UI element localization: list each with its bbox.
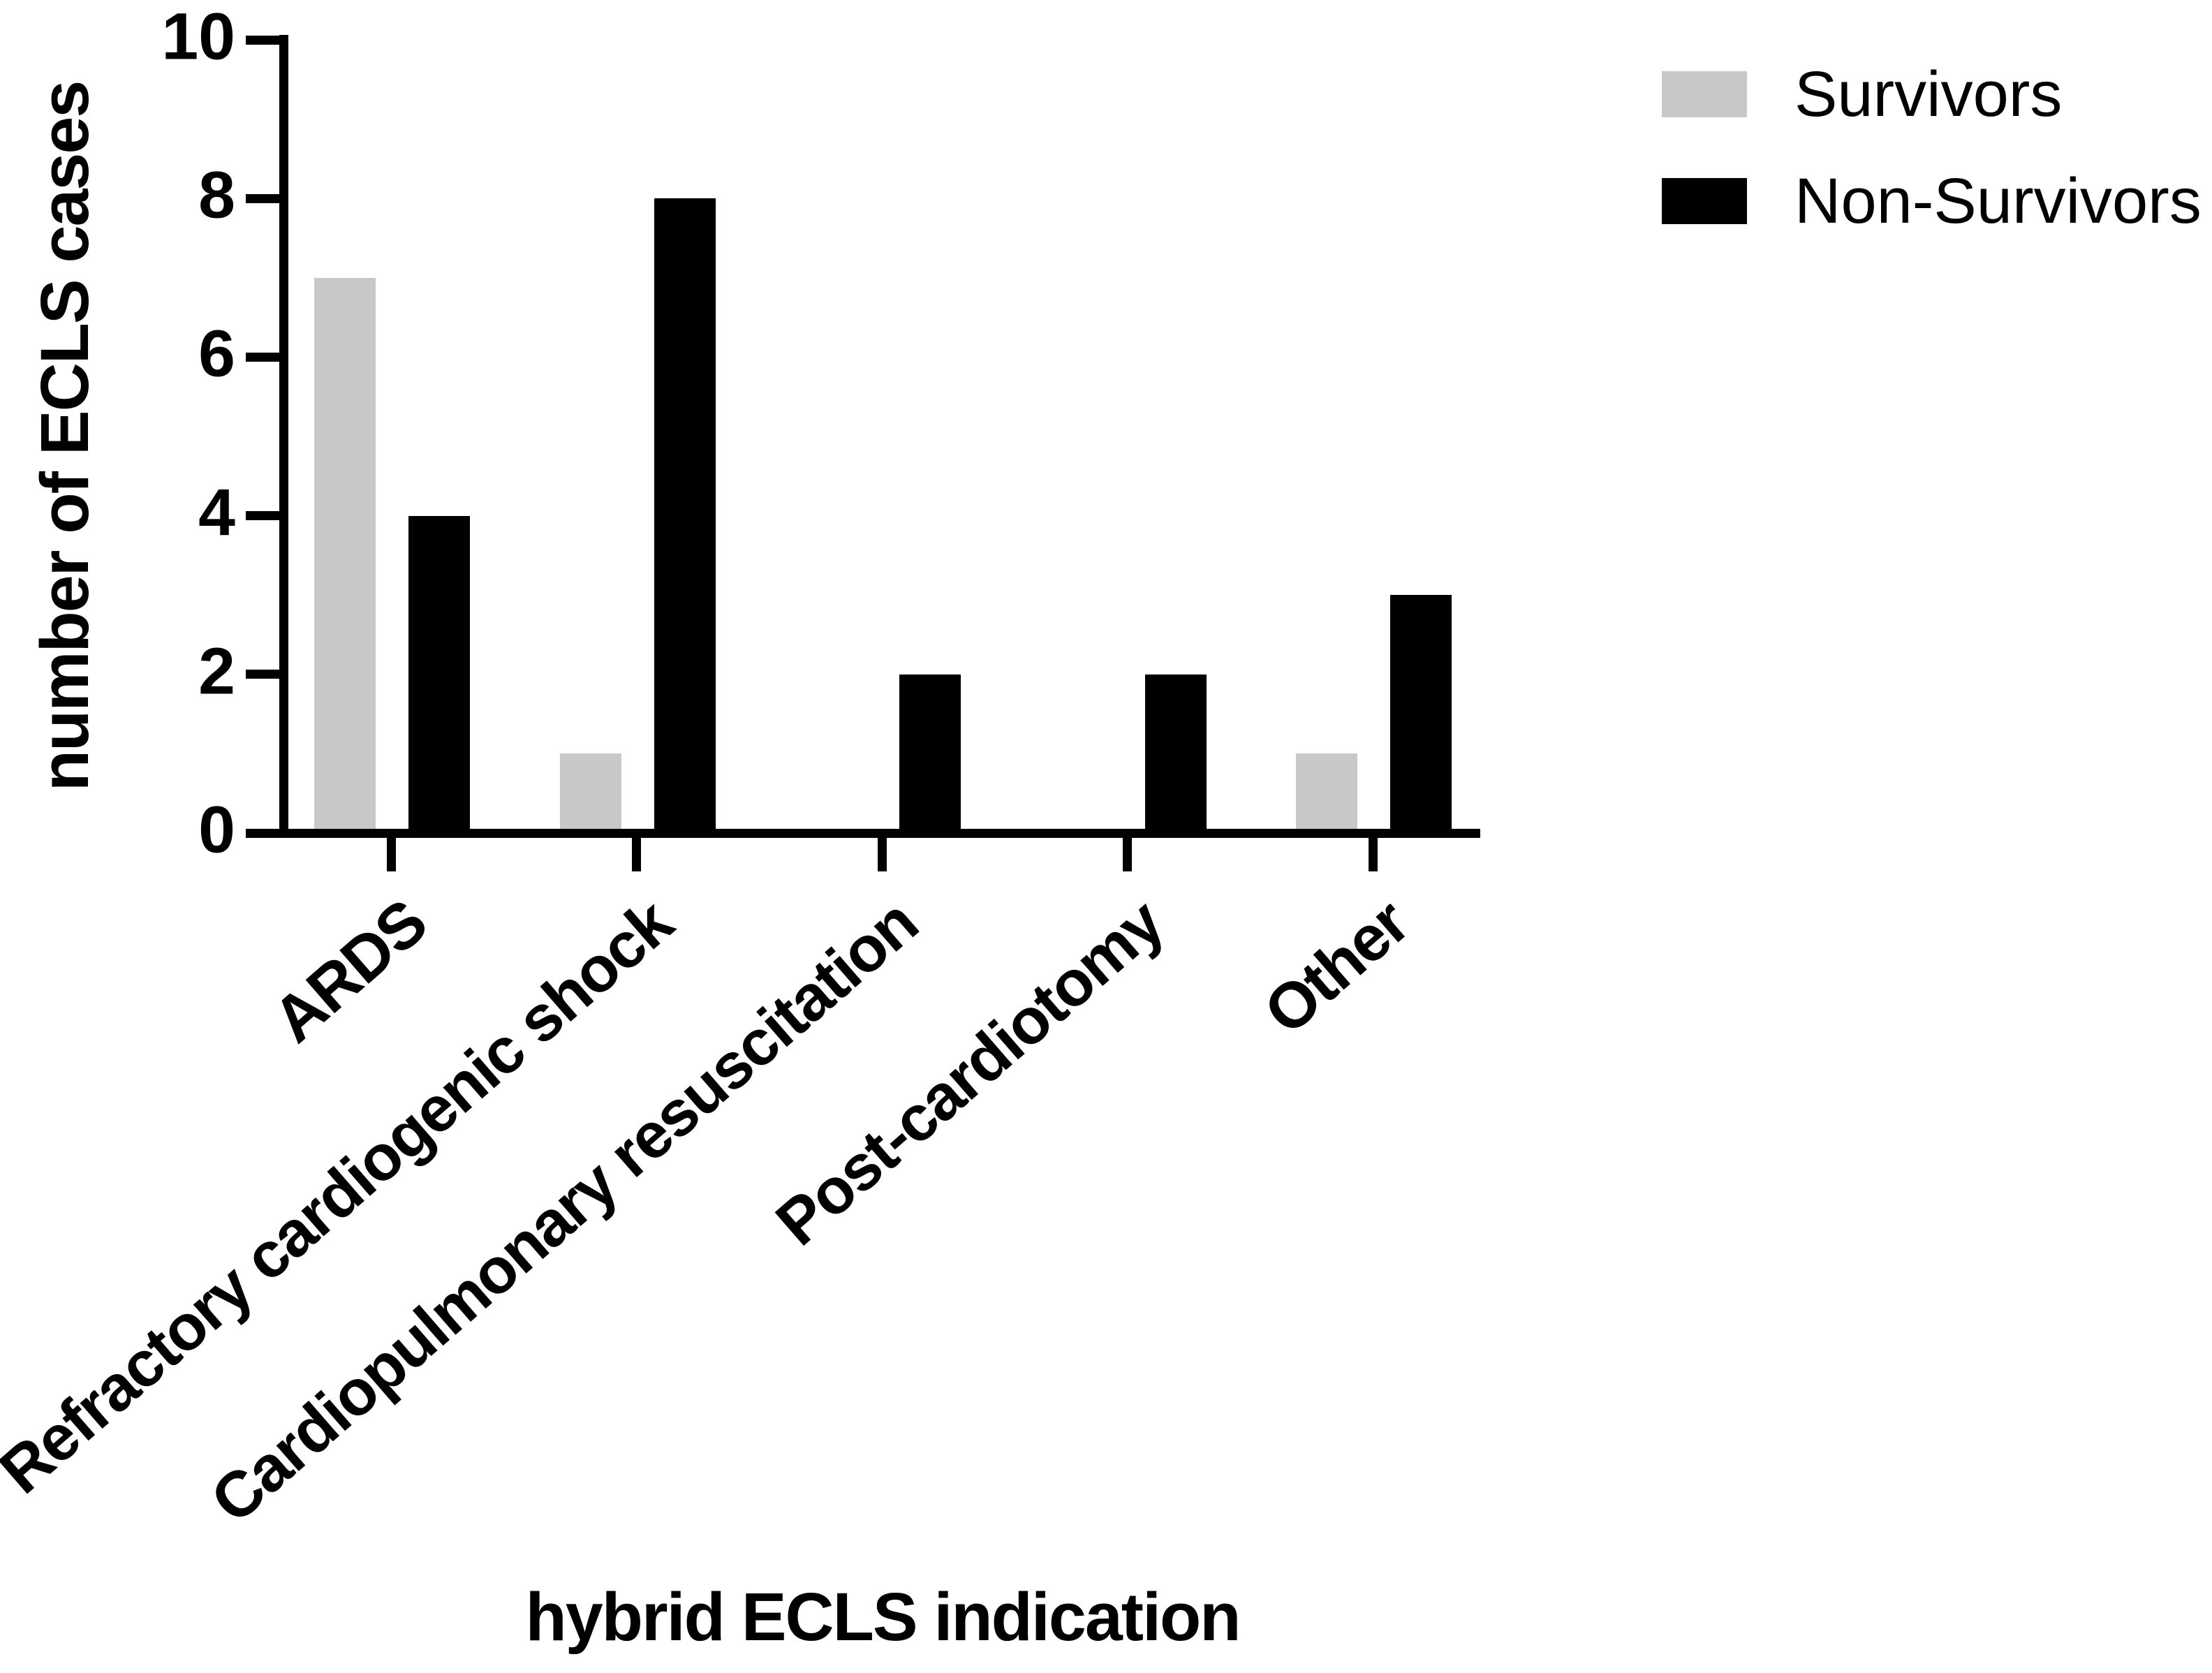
y-tick-6 <box>246 352 279 362</box>
legend-item-non-survivors: Non-Survivors <box>1662 169 2202 233</box>
y-tick-10 <box>246 35 279 45</box>
x-tick-1 <box>632 837 641 871</box>
y-tick-label-0: 0 <box>198 793 235 867</box>
y-tick-8 <box>246 193 279 203</box>
x-category-label-4: Other <box>1251 886 1422 1049</box>
legend-label-survivors: Survivors <box>1794 59 2063 130</box>
bar-survivors-1 <box>559 753 621 833</box>
y-tick-label-6: 6 <box>198 317 235 392</box>
x-tick-0 <box>386 837 396 871</box>
y-axis-title: number of ECLS cases <box>27 81 103 792</box>
y-axis-line <box>279 35 288 838</box>
survivors-swatch-icon <box>1662 71 1747 117</box>
x-axis-line <box>279 828 1480 838</box>
x-tick-3 <box>1123 837 1132 871</box>
x-axis-title: hybrid ECLS indication <box>525 1579 1241 1655</box>
bar-non-survivors-4 <box>1390 595 1452 833</box>
x-tick-2 <box>877 837 887 871</box>
bar-survivors-0 <box>314 277 376 833</box>
x-tick-4 <box>1368 837 1378 871</box>
y-tick-label-10: 10 <box>161 0 235 74</box>
bar-survivors-4 <box>1296 753 1357 833</box>
legend-item-survivors: Survivors <box>1662 62 2202 126</box>
bar-non-survivors-3 <box>1144 674 1207 833</box>
non-survivors-swatch-icon <box>1662 178 1747 224</box>
x-category-label-0: ARDS <box>260 886 440 1056</box>
y-tick-4 <box>246 511 279 521</box>
bar-non-survivors-0 <box>408 515 470 833</box>
legend-label-non-survivors: Non-Survivors <box>1794 165 2202 237</box>
y-tick-label-8: 8 <box>198 158 235 233</box>
y-tick-2 <box>246 670 279 679</box>
y-tick-label-4: 4 <box>198 476 235 550</box>
bar-non-survivors-2 <box>899 674 961 833</box>
bar-non-survivors-1 <box>654 198 716 833</box>
y-tick-0 <box>246 828 279 838</box>
y-tick-label-2: 2 <box>198 634 235 709</box>
legend: Survivors Non-Survivors <box>1662 62 2202 285</box>
